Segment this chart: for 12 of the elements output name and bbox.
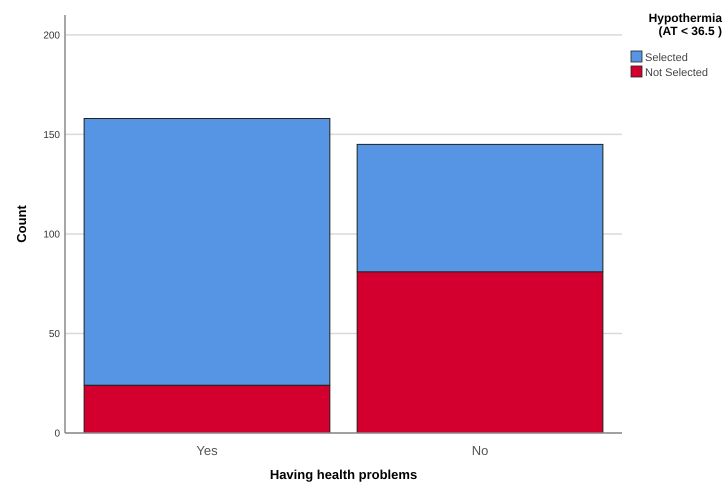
legend-title: Hypothermia (AT < 36.5 ): [648, 11, 722, 38]
y-tick-label: 200: [43, 30, 60, 42]
x-axis-title: Having health problems: [270, 467, 418, 482]
y-tick-label: 150: [43, 130, 60, 141]
legend-label: Not Selected: [645, 67, 708, 79]
y-tick-label: 0: [54, 428, 60, 440]
y-tick-label: 50: [48, 328, 60, 340]
x-tick-label: No: [472, 443, 488, 458]
x-tick-label: Yes: [196, 443, 218, 458]
legend-label: Selected: [645, 52, 688, 64]
y-tick-label: 100: [43, 229, 60, 240]
y-axis-title: Count: [14, 204, 29, 243]
